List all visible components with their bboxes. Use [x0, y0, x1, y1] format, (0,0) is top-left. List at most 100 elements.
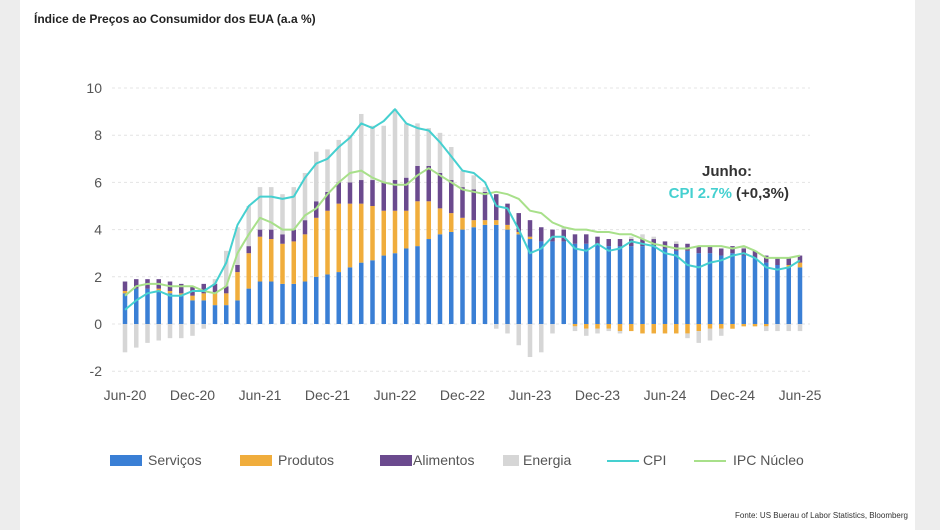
- bar-servicos: [145, 288, 150, 324]
- bar-alimentos: [325, 191, 330, 211]
- bar-produtos: [314, 217, 319, 277]
- bar-energia: [235, 227, 240, 265]
- x-tick-label: Jun-24: [644, 387, 687, 403]
- bar-servicos: [460, 229, 465, 324]
- bar-energia: [505, 324, 510, 334]
- x-tick-label: Jun-20: [104, 387, 147, 403]
- bar-energia: [617, 331, 623, 334]
- bar-servicos: [359, 262, 364, 324]
- bar-servicos: [651, 246, 656, 324]
- bar-produtos: [359, 203, 364, 263]
- bar-produtos: [179, 293, 184, 296]
- bar-servicos: [134, 288, 139, 324]
- bar-produtos: [201, 293, 206, 301]
- bar-alimentos: [516, 213, 521, 232]
- bar-energia: [786, 324, 791, 332]
- bar-alimentos: [786, 257, 791, 265]
- bar-produtos: [212, 293, 218, 306]
- bar-produtos: [572, 324, 578, 327]
- bar-produtos: [381, 210, 386, 256]
- bar-servicos: [764, 262, 769, 324]
- bar-alimentos: [584, 234, 589, 244]
- bar-servicos: [235, 300, 240, 324]
- bar-energia: [325, 149, 330, 192]
- bar-alimentos: [719, 248, 724, 256]
- bar-produtos: [752, 324, 758, 327]
- bar-energia: [606, 328, 611, 332]
- bar-alimentos: [212, 283, 218, 294]
- bar-servicos: [314, 276, 319, 324]
- x-tick-label: Jun-22: [374, 387, 417, 403]
- bar-produtos: [370, 206, 375, 261]
- bar-servicos: [381, 255, 386, 324]
- bar-produtos: [527, 236, 533, 240]
- legend-swatch-alimentos: [380, 455, 412, 466]
- source-note: Fonte: US Buerau of Labor Statistics, Bl…: [735, 511, 908, 520]
- bar-energia: [314, 151, 319, 202]
- bar-produtos: [291, 241, 296, 284]
- bar-produtos: [224, 293, 229, 306]
- bar-servicos: [561, 241, 566, 324]
- legend-label-servicos: Serviços: [148, 452, 202, 468]
- series-lines: [124, 108, 801, 311]
- bar-produtos: [347, 203, 353, 268]
- bar-servicos: [775, 265, 780, 324]
- bar-energia: [741, 246, 746, 249]
- bar-produtos: [606, 324, 611, 329]
- bar-servicos: [190, 300, 195, 324]
- bar-alimentos: [201, 283, 206, 294]
- bar-produtos: [741, 324, 746, 327]
- bar-servicos: [707, 253, 713, 324]
- bar-alimentos: [494, 194, 499, 221]
- bar-alimentos: [224, 286, 229, 294]
- bar-servicos: [494, 224, 499, 324]
- annotation-change: (+0,3%): [736, 185, 789, 202]
- bar-servicos: [302, 281, 308, 324]
- legend-label-ipc-nucleo: IPC Núcleo: [733, 452, 804, 468]
- bar-servicos: [797, 267, 803, 324]
- bar-servicos: [415, 246, 420, 324]
- bar-energia: [629, 236, 634, 240]
- y-tick-label: 0: [94, 316, 102, 332]
- bar-energia: [246, 206, 251, 247]
- bar-servicos: [662, 248, 668, 324]
- bar-servicos: [269, 281, 274, 324]
- bar-energia: [494, 324, 499, 329]
- bar-servicos: [741, 255, 746, 324]
- bar-produtos: [426, 201, 431, 240]
- bar-alimentos: [404, 177, 409, 211]
- legend-swatch-produtos: [240, 455, 272, 466]
- bar-alimentos: [561, 229, 566, 242]
- bar-energia: [201, 324, 206, 329]
- x-tick-label: Dec-24: [710, 387, 755, 403]
- bar-produtos: [730, 324, 735, 329]
- bar-energia: [224, 250, 229, 287]
- bar-energia: [134, 324, 139, 348]
- bar-energia: [696, 331, 701, 343]
- bar-produtos: [482, 220, 488, 225]
- bar-energia: [336, 139, 341, 183]
- bar-energia: [291, 187, 296, 230]
- legend-label-energia: Energia: [523, 452, 571, 468]
- bar-energia: [122, 324, 128, 353]
- bar-servicos: [347, 267, 353, 324]
- bar-produtos: [449, 213, 454, 232]
- bar-alimentos: [707, 246, 713, 254]
- bar-energia: [179, 324, 184, 339]
- bar-produtos: [156, 288, 161, 291]
- bar-alimentos: [651, 239, 656, 247]
- bar-energia: [190, 324, 195, 336]
- bar-alimentos: [460, 187, 465, 218]
- bar-servicos: [539, 241, 544, 324]
- bar-produtos: [235, 272, 240, 301]
- bar-alimentos: [302, 220, 308, 235]
- bar-servicos: [179, 295, 184, 324]
- bar-energia: [797, 324, 803, 332]
- bar-produtos: [302, 234, 308, 282]
- bar-servicos: [336, 272, 341, 324]
- bar-servicos: [505, 229, 510, 324]
- bar-produtos: [685, 324, 690, 334]
- bar-servicos: [527, 239, 533, 324]
- bar-energia: [404, 123, 409, 178]
- bar-produtos: [629, 324, 634, 332]
